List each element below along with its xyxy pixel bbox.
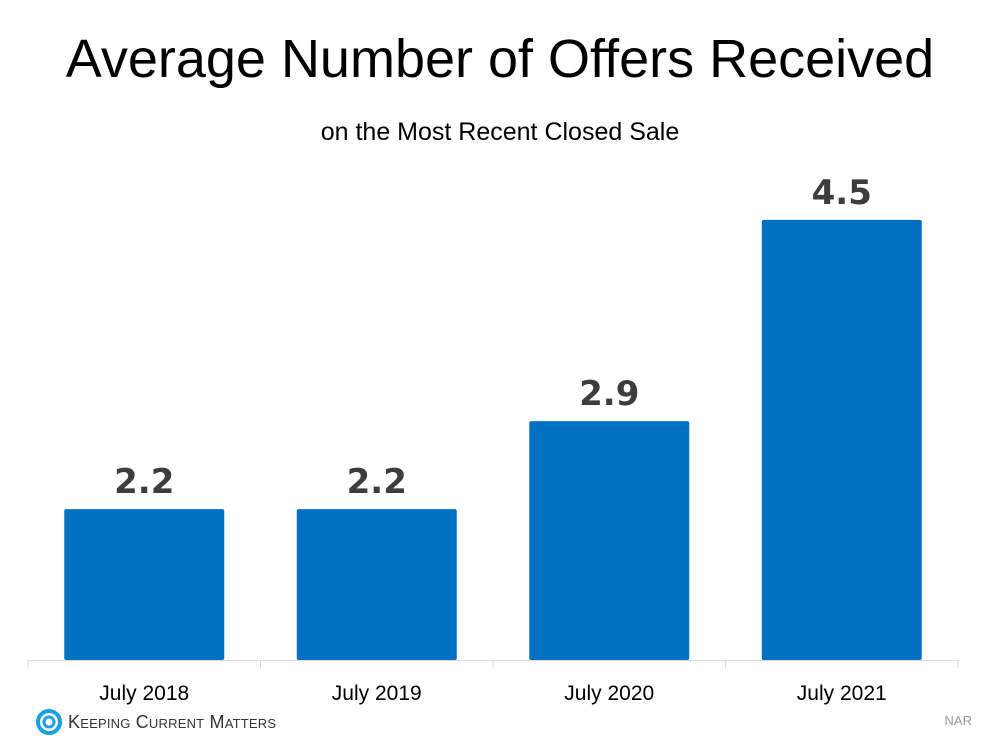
chart-subtitle: on the Most Recent Closed Sale xyxy=(320,118,680,146)
logo-text: Keeping Current Matters xyxy=(68,711,277,732)
source-label: NAR xyxy=(944,713,972,728)
x-tick-label: July 2020 xyxy=(564,682,654,705)
data-label: 2.2 xyxy=(114,462,174,502)
chart-title: Average Number of Offers Received xyxy=(65,29,935,89)
bar-july-2021 xyxy=(761,219,922,660)
x-tick-label: July 2019 xyxy=(332,682,422,705)
kcm-logo: Keeping Current Matters xyxy=(36,709,276,735)
data-label: 2.9 xyxy=(579,374,639,414)
x-tick-label: July 2021 xyxy=(797,682,887,705)
data-label: 2.2 xyxy=(347,462,407,502)
bar-july-2019 xyxy=(296,509,457,660)
bar-july-2020 xyxy=(529,421,690,660)
data-label: 4.5 xyxy=(812,173,872,213)
x-tick-label: July 2018 xyxy=(99,682,189,705)
swirl-logo-icon xyxy=(36,709,62,735)
bar-july-2018 xyxy=(64,509,225,660)
